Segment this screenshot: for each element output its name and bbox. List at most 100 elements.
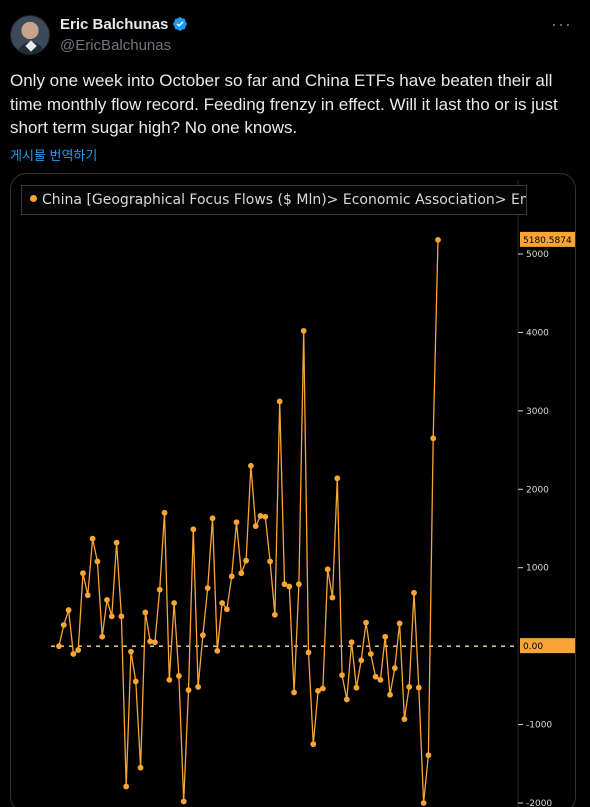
data-point (247, 462, 254, 469)
data-point (113, 539, 120, 546)
data-point (204, 585, 211, 592)
y-tick-label: 3000 (526, 407, 549, 417)
data-point (372, 673, 379, 680)
data-point (214, 647, 221, 654)
data-point (70, 651, 77, 657)
data-point (180, 798, 187, 805)
data-point (156, 586, 163, 593)
data-point (281, 581, 288, 588)
data-point (89, 535, 96, 542)
data-point (334, 475, 341, 482)
data-point (319, 685, 326, 692)
data-point (224, 606, 230, 613)
data-point (435, 236, 441, 243)
data-point (411, 589, 417, 596)
tweet-header: Eric Balchunas @EricBalchunas ··· (10, 12, 580, 58)
data-point (291, 689, 297, 696)
data-point (132, 678, 139, 685)
data-point (147, 638, 154, 645)
data-point (166, 676, 173, 683)
data-point (324, 566, 331, 573)
author-name-text[interactable]: Eric Balchunas (60, 16, 169, 33)
data-point (262, 513, 269, 520)
data-point (305, 649, 312, 656)
data-point (353, 684, 360, 691)
data-point (209, 515, 216, 522)
data-point (238, 570, 245, 577)
data-point (257, 513, 264, 519)
more-options-icon[interactable]: ··· (551, 14, 572, 34)
chart-legend: China [Geographical Focus Flows ($ Mln)>… (21, 185, 527, 215)
data-point (123, 783, 130, 790)
data-point (329, 594, 336, 601)
data-point (420, 800, 427, 806)
translate-link[interactable]: 게시물 번역하기 (10, 148, 98, 163)
data-point (118, 613, 125, 620)
data-point (339, 672, 345, 679)
data-point (104, 596, 110, 603)
data-point (108, 613, 115, 620)
data-point (75, 647, 82, 653)
data-point (415, 684, 422, 691)
data-point (401, 716, 408, 722)
data-point (128, 648, 134, 655)
chart: 5000 4000 3000 2000 1000 -1000 -2000 5180.5874… (51, 180, 575, 807)
data-point (233, 519, 240, 526)
data-point (267, 558, 273, 565)
data-point (219, 600, 226, 606)
legend-text: China [Geographical Focus Flows ($ Mln)>… (42, 192, 527, 208)
data-point (190, 526, 197, 533)
data-point (99, 633, 106, 640)
data-point (382, 633, 389, 640)
data-point (391, 665, 398, 672)
data-point (94, 558, 101, 565)
y-tick-label: 1000 (526, 564, 549, 574)
data-point (171, 600, 178, 606)
data-point (56, 643, 62, 650)
zero-value-badge-text: 0.00 (523, 642, 543, 652)
data-point (430, 435, 437, 442)
tweet-image[interactable]: 5000 4000 3000 2000 1000 -1000 -2000 5180.5874… (10, 173, 576, 807)
data-point (425, 752, 432, 759)
data-point (137, 764, 144, 771)
y-tick-label: -1000 (526, 721, 552, 731)
data-point (387, 691, 393, 698)
data-point (185, 687, 192, 693)
data-point (300, 327, 307, 334)
y-tick-label: -2000 (526, 799, 552, 807)
data-point (310, 741, 317, 748)
data-point (243, 557, 250, 564)
avatar[interactable] (10, 15, 50, 55)
data-point (176, 673, 182, 679)
data-point (363, 619, 369, 626)
author-name[interactable]: Eric Balchunas (60, 16, 188, 33)
data-point (396, 620, 403, 627)
data-point (343, 696, 350, 703)
last-value-badge-text: 5180.5874 (523, 236, 572, 246)
series-line (58, 239, 439, 804)
data-point (271, 611, 278, 618)
data-point (406, 684, 413, 690)
author-handle[interactable]: @EricBalchunas (60, 37, 172, 54)
data-point (228, 573, 235, 580)
data-point (80, 570, 86, 577)
data-point (161, 509, 168, 516)
data-point (200, 632, 206, 639)
data-point (315, 687, 321, 694)
data-point (295, 581, 302, 588)
legend-dot-icon (30, 195, 37, 202)
data-point (142, 609, 149, 616)
y-tick-label: 4000 (526, 328, 549, 338)
data-point (286, 583, 293, 590)
data-point (152, 639, 158, 646)
y-tick-label: 2000 (526, 485, 549, 495)
data-point (252, 523, 259, 530)
data-point (367, 651, 374, 657)
verified-badge-icon (173, 17, 188, 31)
last-value-badge: 5180.5874 (520, 231, 575, 247)
tweet-text: Only one week into October so far and Ch… (10, 71, 558, 137)
y-tick-label: 5000 (526, 250, 549, 260)
data-point (84, 592, 91, 599)
data-point (358, 657, 365, 664)
data-point (377, 676, 384, 683)
